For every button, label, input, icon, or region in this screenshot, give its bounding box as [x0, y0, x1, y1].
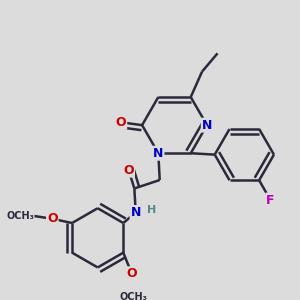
Text: O: O [127, 267, 137, 280]
Text: OCH₃: OCH₃ [6, 211, 34, 221]
Text: H: H [147, 205, 156, 214]
Text: N: N [202, 118, 212, 132]
Text: O: O [47, 212, 58, 225]
Text: N: N [153, 147, 164, 160]
Text: N: N [130, 206, 141, 219]
Text: F: F [266, 194, 275, 206]
Text: O: O [116, 116, 126, 129]
Text: OCH₃: OCH₃ [119, 292, 147, 300]
Text: O: O [123, 164, 134, 177]
